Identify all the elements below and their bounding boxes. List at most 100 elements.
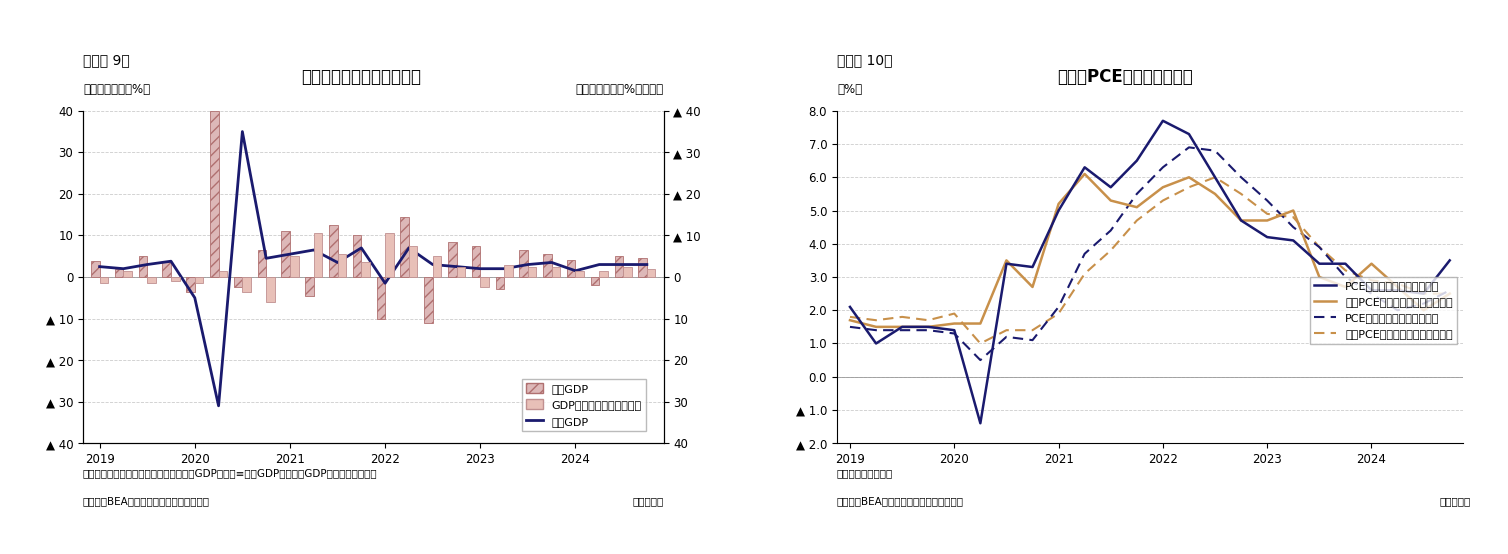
PCE価格指数（前年同期比） — [1050, 304, 1068, 310]
コアPCE価格指数（前年同期比） — [1102, 247, 1120, 254]
PCE価格指数（前期比年率） — [1050, 207, 1068, 214]
コアPCE価格指数（前年同期比） — [1415, 290, 1433, 297]
Bar — [647, 269, 656, 277]
コアPCE価格指数（前年同期比） — [1258, 211, 1276, 217]
PCE価格指数（前期比年率） — [1285, 237, 1303, 244]
PCE価格指数（前期比年率） — [1179, 131, 1197, 137]
Text: （資料）BEAよりニッセイ基礎研究所作成: （資料）BEAよりニッセイ基礎研究所作成 — [83, 496, 210, 506]
Bar — [163, 263, 170, 277]
コアPCE価格指数（前期比年率） — [1154, 184, 1172, 191]
Bar — [305, 277, 314, 296]
Bar — [519, 250, 528, 277]
コアPCE価格指数（前期比年率） — [1128, 204, 1146, 211]
Bar — [385, 233, 394, 277]
コアPCE価格指数（前期比年率） — [1206, 191, 1224, 197]
コアPCE価格指数（前期比年率） — [1362, 260, 1380, 267]
Bar — [543, 254, 552, 277]
Bar — [504, 264, 513, 277]
Bar — [265, 277, 274, 302]
PCE価格指数（前期比年率） — [1389, 287, 1407, 294]
Bar — [90, 261, 100, 277]
Bar — [243, 277, 250, 291]
Text: （図表 9）: （図表 9） — [83, 54, 130, 68]
Legend: 名盪GDP, GDPデフレータ（右逆軸）, 実質GDP: 名盪GDP, GDPデフレータ（右逆軸）, 実質GDP — [522, 379, 647, 431]
コアPCE価格指数（前年同期比） — [867, 317, 885, 324]
Bar — [329, 225, 338, 277]
PCE価格指数（前期比年率） — [1206, 174, 1224, 181]
PCE価格指数（前年同期比） — [1310, 244, 1329, 250]
Bar — [567, 260, 576, 277]
コアPCE価格指数（前期比年率） — [1179, 174, 1197, 181]
PCE価格指数（前期比年率） — [1415, 290, 1433, 297]
PCE価格指数（前期比年率） — [946, 327, 964, 334]
PCE価格指数（前期比年率） — [1258, 234, 1276, 240]
コアPCE価格指数（前期比年率） — [920, 324, 938, 330]
Bar — [139, 256, 148, 277]
コアPCE価格指数（前年同期比） — [971, 340, 989, 347]
コアPCE価格指数（前年同期比） — [1336, 267, 1354, 274]
Bar — [115, 269, 124, 277]
コアPCE価格指数（前期比年率） — [841, 317, 860, 324]
PCE価格指数（前年同期比） — [1415, 300, 1433, 307]
Bar — [362, 263, 369, 277]
PCE価格指数（前年同期比） — [971, 357, 989, 363]
コアPCE価格指数（前年同期比） — [997, 327, 1015, 334]
Text: （注）季節調整系列: （注）季節調整系列 — [837, 468, 893, 478]
Bar — [552, 266, 561, 277]
Bar — [614, 256, 623, 277]
PCE価格指数（前年同期比） — [1075, 250, 1093, 257]
コアPCE価格指数（前年同期比） — [1206, 174, 1224, 181]
Bar — [623, 266, 632, 277]
コアPCE価格指数（前期比年率） — [1075, 171, 1093, 177]
コアPCE価格指数（前期比年率） — [1102, 197, 1120, 204]
コアPCE価格指数（前年同期比） — [1179, 184, 1197, 191]
Line: コアPCE価格指数（前年同期比）: コアPCE価格指数（前年同期比） — [851, 177, 1449, 343]
PCE価格指数（前期比年率） — [1362, 287, 1380, 294]
コアPCE価格指数（前年同期比） — [1440, 290, 1458, 297]
コアPCE価格指数（前期比年率） — [946, 320, 964, 327]
Text: （%）: （%） — [837, 83, 863, 96]
PCE価格指数（前期比年率） — [893, 324, 911, 330]
Text: （四半期）: （四半期） — [632, 496, 664, 506]
コアPCE価格指数（前期比年率） — [1336, 284, 1354, 290]
PCE価格指数（前年同期比） — [893, 327, 911, 334]
Line: PCE価格指数（前期比年率）: PCE価格指数（前期比年率） — [851, 121, 1449, 423]
PCE価格指数（前期比年率） — [1336, 260, 1354, 267]
Bar — [282, 231, 290, 277]
PCE価格指数（前年同期比） — [1179, 144, 1197, 151]
PCE価格指数（前年同期比） — [1285, 224, 1303, 230]
コアPCE価格指数（前年同期比） — [893, 314, 911, 320]
PCE価格指数（前年同期比） — [1102, 227, 1120, 234]
PCE価格指数（前年同期比） — [1128, 191, 1146, 197]
コアPCE価格指数（前期比年率） — [867, 324, 885, 330]
コアPCE価格指数（前期比年率） — [1415, 307, 1433, 314]
コアPCE価格指数（前期比年率） — [1285, 207, 1303, 214]
コアPCE価格指数（前年同期比） — [1285, 214, 1303, 220]
Bar — [170, 277, 179, 281]
コアPCE価格指数（前期比年率） — [1258, 217, 1276, 224]
PCE価格指数（前年同期比） — [1258, 197, 1276, 204]
コアPCE価格指数（前年同期比） — [1389, 280, 1407, 287]
Text: （注）季節調整系列の前期比年率、実質GDP伸び率≡名盪GDP伸び率－GDPデフレータ伸び率: （注）季節調整系列の前期比年率、実質GDP伸び率≡名盪GDP伸び率－GDPデフレ… — [83, 468, 377, 478]
Bar — [377, 277, 385, 319]
Bar — [424, 277, 433, 322]
PCE価格指数（前年同期比） — [946, 330, 964, 337]
Line: コアPCE価格指数（前期比年率）: コアPCE価格指数（前期比年率） — [851, 174, 1449, 327]
Bar — [409, 246, 418, 277]
コアPCE価格指数（前期比年率） — [893, 324, 911, 330]
Bar — [314, 233, 323, 277]
Bar — [591, 277, 599, 285]
Bar — [638, 258, 647, 277]
Bar — [481, 277, 489, 288]
PCE価格指数（前年同期比） — [1024, 337, 1042, 343]
コアPCE価格指数（前年同期比） — [841, 314, 860, 320]
PCE価格指数（前年同期比） — [1154, 164, 1172, 171]
コアPCE価格指数（前年同期比） — [1075, 270, 1093, 277]
Bar — [457, 266, 464, 277]
コアPCE価格指数（前期比年率） — [1024, 284, 1042, 290]
PCE価格指数（前年同期比） — [1206, 147, 1224, 154]
Bar — [258, 250, 265, 277]
Text: （資料）BEAよりニッセイ基礎研究所作成: （資料）BEAよりニッセイ基礎研究所作成 — [837, 496, 964, 506]
PCE価格指数（前期比年率） — [867, 340, 885, 347]
コアPCE価格指数（前期比年率） — [1232, 217, 1250, 224]
